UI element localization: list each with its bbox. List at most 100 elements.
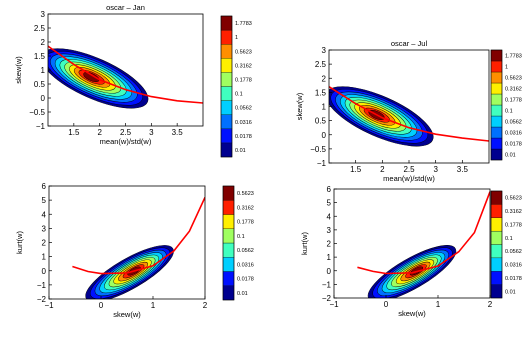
colorbar-band	[490, 115, 503, 128]
colorbar-band	[220, 128, 233, 144]
colorbar-band	[490, 284, 503, 299]
x-tick-label: 1.5	[68, 128, 80, 137]
x-tick-label: 2	[203, 301, 208, 310]
x-tick-label: 0	[384, 300, 389, 309]
colorbar-band	[490, 190, 503, 205]
colorbar-band	[490, 217, 503, 232]
colorbar-tick-label: 0.1778	[235, 77, 252, 83]
colorbar-tick-label: 0.0316	[505, 131, 522, 137]
colorbar-band	[490, 271, 503, 285]
colorbar-band	[220, 29, 233, 45]
y-tick-label: 3	[41, 10, 46, 19]
fit-curve	[357, 191, 490, 275]
y-tick-label: 0	[327, 267, 332, 276]
colorbar-band	[222, 228, 235, 244]
panel-jul-skew-kurt: −1 0 1 2−2−10123456skew(w)kurt(w)0.010.0178…	[300, 185, 522, 318]
colorbar: 0.01 0.0178 0.0316 0.0562 0.1 0.1778 0.3162 0.5…	[490, 190, 522, 299]
x-tick-label: −1	[44, 301, 54, 310]
colorbar-tick-label: 0.0178	[505, 142, 522, 148]
chart-title: oscar – Jul	[391, 39, 428, 48]
y-tick-label: 3	[327, 226, 332, 235]
colorbar-tick-label: 0.0562	[237, 248, 254, 254]
colorbar-band	[220, 142, 233, 158]
x-axis-label: mean(w)/std(w)	[100, 137, 152, 146]
plot-area	[357, 191, 490, 298]
colorbar-tick-label: 0.1	[235, 92, 243, 98]
colorbar-tick-label: 1	[505, 65, 508, 71]
colorbar-tick-label: 0.0316	[505, 263, 522, 269]
colorbar-band	[490, 104, 503, 117]
x-tick-label: 2.5	[403, 165, 415, 174]
x-tick-label: 2	[380, 165, 385, 174]
colorbar-tick-label: 0.1	[505, 109, 513, 115]
y-tick-label: 2	[41, 38, 46, 47]
y-tick-label: 1.5	[315, 88, 327, 97]
colorbar-tick-label: 0.5623	[237, 191, 254, 197]
x-tick-label: 1	[151, 301, 156, 310]
colorbar-tick-label: 0.1778	[237, 220, 254, 226]
x-tick-label: 2	[488, 300, 493, 309]
y-tick-label: 4	[42, 210, 47, 219]
colorbar-frame	[490, 49, 503, 161]
y-tick-label: 0.5	[315, 117, 327, 126]
y-tick-label: 6	[327, 185, 332, 194]
colorbar-band	[220, 86, 233, 101]
y-tick-label: 1	[327, 253, 332, 262]
colorbar-tick-label: 0.0316	[237, 262, 254, 268]
colorbar-tick-label: 0.5623	[505, 76, 522, 82]
fit-curve	[72, 196, 205, 275]
colorbar-tick-label: 0.3162	[235, 63, 252, 69]
x-tick-label: 3.5	[457, 165, 469, 174]
y-tick-label: 1.5	[34, 52, 46, 61]
y-axis-label: skew(w)	[14, 56, 23, 84]
colorbar-tick-label: 0.01	[235, 148, 246, 154]
y-tick-label: −1	[317, 159, 327, 168]
fit-curve	[329, 86, 489, 142]
y-axis-label: kurt(w)	[300, 232, 309, 255]
colorbar-tick-label: 0.1778	[505, 98, 522, 104]
y-tick-label: 0	[41, 94, 46, 103]
y-tick-label: −1	[36, 122, 46, 131]
colorbar-tick-label: 0.0178	[237, 277, 254, 283]
colorbar-band	[222, 285, 235, 301]
x-tick-label: 2.5	[120, 128, 132, 137]
y-tick-label: −0.5	[310, 145, 326, 154]
x-axis-label: skew(w)	[398, 309, 426, 318]
colorbar: 0.01 0.0178 0.0316 0.0562 0.1 0.1778 0.3162 0.5…	[222, 185, 254, 301]
y-tick-label: 0	[322, 131, 327, 140]
x-tick-label: 3.5	[172, 128, 184, 137]
x-tick-label: 1.5	[350, 165, 362, 174]
colorbar-band	[220, 72, 233, 87]
colorbar-band	[490, 126, 503, 139]
colorbar-band	[222, 214, 235, 229]
colorbar: 0.01 0.0178 0.0316 0.0562 0.1 0.1778 0.3162 0.5…	[220, 15, 252, 158]
colorbar-tick-label: 0.1	[505, 236, 513, 242]
y-tick-label: 4	[327, 212, 332, 221]
colorbar-band	[490, 60, 503, 73]
x-tick-label: 2	[97, 128, 102, 137]
colorbar-band	[490, 148, 503, 161]
y-tick-label: 2.5	[34, 24, 46, 33]
colorbar-band	[222, 242, 235, 258]
colorbar-band	[490, 230, 503, 245]
colorbar-tick-label: 0.01	[505, 289, 516, 295]
colorbar-tick-label: 0.0562	[505, 120, 522, 126]
x-tick-label: 1	[436, 300, 441, 309]
y-tick-label: 6	[42, 182, 47, 191]
colorbar-tick-label: 1	[235, 35, 238, 41]
colorbar-band	[220, 15, 233, 31]
y-axis-label: skew(w)	[295, 92, 304, 120]
y-tick-label: 1	[322, 103, 327, 112]
colorbar: 0.01 0.0178 0.0316 0.0562 0.1 0.1778 0.3162 0.5…	[490, 49, 522, 161]
chart-title: oscar – Jan	[106, 3, 145, 12]
colorbar-band	[490, 71, 503, 84]
colorbar-band	[222, 200, 235, 215]
colorbar-band	[222, 271, 235, 286]
y-tick-label: 1	[42, 253, 47, 262]
y-tick-label: −2	[322, 294, 332, 303]
y-tick-label: 3	[322, 46, 327, 55]
x-tick-label: 3	[433, 165, 438, 174]
plot-area	[72, 196, 205, 299]
y-tick-label: 2	[327, 240, 332, 249]
y-tick-label: 2.5	[315, 60, 327, 69]
